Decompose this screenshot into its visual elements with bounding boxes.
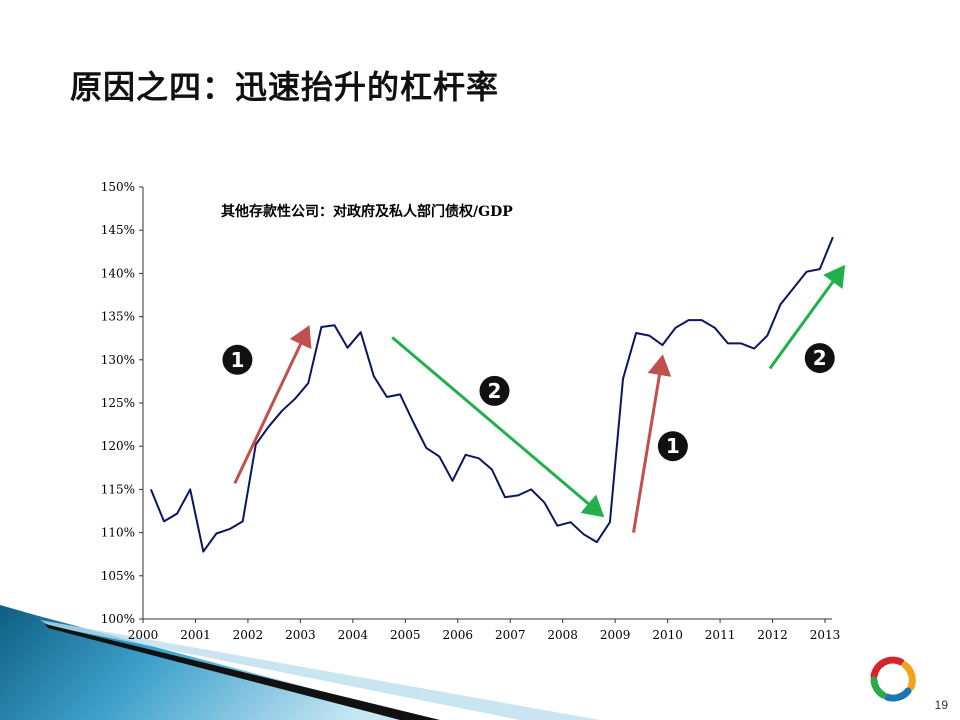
x-tick-label: 2008: [547, 628, 578, 642]
page-number: 19: [934, 698, 948, 712]
trend-up-arrow: [632, 354, 672, 533]
y-tick-label: 145%: [101, 223, 135, 237]
slide-title: 原因之四：迅速抬升的杠杆率: [70, 68, 500, 106]
company-logo-icon: [870, 656, 916, 702]
x-tick-label: 2011: [705, 628, 736, 642]
chart-title: 其他存款性公司：对政府及私人部门债权/GDP: [221, 203, 513, 220]
y-tick-label: 135%: [101, 310, 135, 324]
phase-badge: 2: [804, 343, 835, 374]
x-tick-label: 2006: [442, 628, 473, 642]
phase-badge-circle: [657, 431, 688, 462]
x-tick-label: 2012: [757, 628, 788, 642]
y-tick-label: 105%: [101, 569, 135, 583]
x-tick-label: 2013: [810, 628, 841, 642]
x-tick-label: 2009: [600, 628, 631, 642]
y-tick-label: 115%: [101, 482, 135, 496]
y-tick-label: 120%: [101, 439, 135, 453]
phase-badge-label: 1: [230, 348, 244, 372]
y-tick-label: 140%: [101, 266, 135, 280]
trend-up-arrow: [233, 325, 312, 484]
x-tick-label: 2002: [233, 628, 264, 642]
phase-badge-label: 1: [666, 434, 680, 458]
decorative-banner: [0, 605, 600, 720]
y-tick-label: 110%: [101, 526, 135, 540]
x-tick-label: 2003: [285, 628, 316, 642]
series-line: [149, 236, 834, 553]
y-tick-label: 125%: [101, 396, 135, 410]
phase-badge: 1: [222, 344, 253, 375]
chart-axes: 100% 105% 110% 115% 120% 125% 130% 135% 140% 145%…: [101, 180, 841, 642]
phase-badge-circle: [222, 344, 253, 375]
x-tick-label: 2007: [495, 628, 526, 642]
x-tick-label: 2001: [180, 628, 211, 642]
phase-badge-label: 2: [488, 379, 502, 403]
x-tick-label: 2010: [652, 628, 683, 642]
x-tick-label: 2005: [390, 628, 421, 642]
trend-up-arrow: [768, 264, 846, 370]
x-tick-label: 2004: [338, 628, 369, 642]
phase-badge: 1: [657, 431, 688, 462]
x-tick-label: 2000: [128, 628, 159, 642]
y-tick-label: 100%: [101, 612, 135, 626]
phase-badge-circle: [804, 343, 835, 374]
phase-badge-circle: [479, 375, 510, 406]
y-tick-label: 130%: [101, 353, 135, 367]
phase-badge: 2: [479, 375, 510, 406]
trend-down-arrow: [391, 336, 605, 518]
phase-badge-label: 2: [813, 346, 827, 370]
y-tick-label: 150%: [101, 180, 135, 194]
